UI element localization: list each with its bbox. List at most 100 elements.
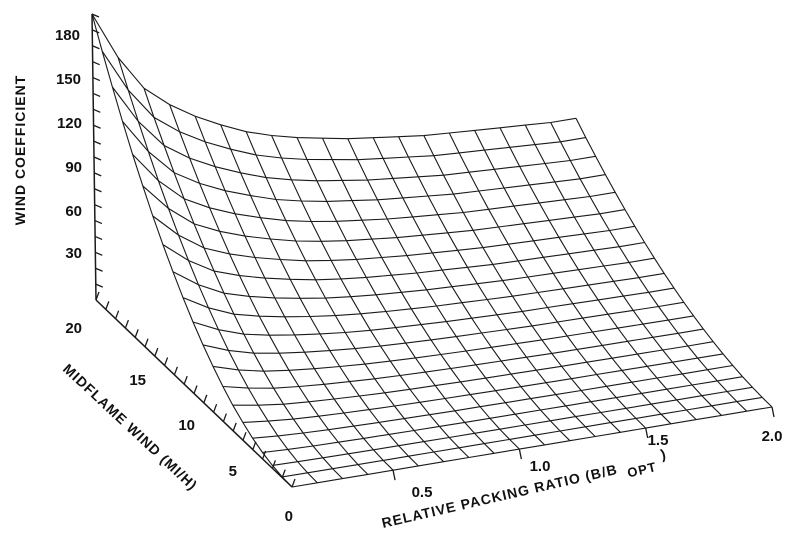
x-tick-mark (518, 448, 523, 460)
mesh-line-wind (212, 315, 694, 372)
mesh-line-wind (242, 353, 724, 423)
x-tick-mark (392, 470, 396, 481)
z-tick-mark (94, 235, 103, 241)
z-tick-label: 30 (65, 245, 82, 262)
z-tick-label: 120 (57, 115, 82, 132)
mesh-line-packing (245, 131, 444, 463)
mesh-line-packing (524, 124, 722, 416)
z-tick-mark (94, 188, 102, 193)
z-tick-mark (93, 156, 102, 161)
z-tick-mark (93, 108, 101, 113)
z-tick-mark (95, 283, 104, 288)
mesh-line-packing (372, 137, 571, 442)
y-tick-mark (232, 422, 237, 432)
y-tick-label: 0 (285, 508, 293, 525)
x-tick-mark (771, 406, 775, 418)
y-tick-mark (154, 347, 159, 357)
surface-mesh (91, 13, 773, 488)
mesh-line-packing (448, 132, 647, 429)
mesh-line-packing (91, 13, 293, 488)
y-tick-mark (281, 469, 286, 478)
mesh-line-packing (117, 57, 318, 484)
mesh-line-wind (272, 386, 753, 466)
z-tick-mark (93, 172, 102, 177)
y-tick-mark (203, 394, 208, 404)
mesh-line-packing (423, 135, 621, 433)
x-tick-label: 1.5 (648, 432, 669, 449)
z-tick-mark (91, 13, 100, 18)
mesh-line-packing (194, 116, 394, 471)
mesh-line-wind (122, 121, 606, 202)
y-tick-mark (95, 291, 100, 301)
mesh-line-wind (222, 328, 704, 389)
x-tick-mark (645, 427, 649, 439)
mesh-line-packing (271, 135, 470, 458)
z-tick-label: 150 (56, 71, 81, 88)
y-tick-mark (105, 301, 110, 310)
y-tick-label: 5 (229, 463, 237, 480)
mesh-line-packing (550, 122, 748, 412)
y-tick-mark (193, 385, 198, 394)
z-tick-mark (92, 76, 101, 82)
mesh-line-wind (252, 364, 733, 439)
mesh-line-wind (101, 50, 586, 161)
z-tick-label: 90 (65, 159, 82, 176)
y-tick-label: 10 (178, 417, 195, 434)
x-axis-title-sub: OPT (626, 459, 658, 480)
z-tick-mark (95, 251, 103, 256)
y-tick-mark (271, 460, 277, 469)
y-tick-mark (242, 432, 247, 441)
z-tick-mark (95, 267, 103, 272)
z-tick-mark (93, 124, 101, 129)
y-tick-mark (212, 403, 218, 413)
mesh-line-wind (111, 86, 596, 182)
z-tick-mark (92, 61, 100, 66)
mesh-line-wind (291, 406, 773, 488)
y-tick-mark (261, 450, 267, 460)
z-tick-label: 60 (65, 203, 82, 220)
mesh-line-packing (220, 124, 419, 467)
mesh-line-packing (296, 137, 495, 454)
mesh-line-wind (282, 396, 763, 478)
y-tick-mark (183, 375, 188, 385)
mesh-line-packing (474, 130, 672, 425)
mesh-line-wind (192, 287, 675, 336)
y-tick-label: 15 (129, 372, 146, 389)
z-tick-mark (94, 204, 102, 209)
x-tick-label: 0.5 (412, 484, 433, 501)
x-tick-label: 1.0 (530, 458, 551, 475)
y-tick-mark (114, 310, 120, 319)
z-tick-label: 180 (55, 27, 80, 44)
mesh-line-wind (132, 154, 616, 223)
mesh-line-wind (152, 215, 635, 262)
z-tick-mark (92, 92, 101, 98)
mesh-line-wind (91, 13, 577, 140)
mesh-line-packing (143, 88, 343, 479)
mesh-line-wind (162, 241, 645, 281)
y-tick-mark (222, 413, 228, 422)
mesh-line-packing (321, 137, 520, 450)
y-tick-mark (173, 366, 179, 376)
mesh-line-wind (142, 185, 626, 242)
y-tick-label: 20 (65, 320, 82, 337)
mesh-line-wind (182, 272, 665, 318)
mesh-line-packing (169, 104, 369, 475)
z-axis-title: WIND COEFFICIENT (12, 75, 28, 226)
x-tick-label: 2.0 (762, 428, 783, 445)
y-tick-mark (134, 329, 139, 338)
x-axis-title-close: ) (659, 446, 668, 463)
y-tick-mark (163, 357, 169, 366)
y-tick-mark (144, 338, 149, 347)
mesh-line-wind (262, 376, 743, 454)
mesh-line-wind (202, 301, 684, 354)
mesh-line-packing (499, 127, 697, 420)
z-tick-mark (94, 219, 103, 225)
y-tick-mark (291, 478, 296, 488)
tick-marks (91, 13, 775, 488)
mesh-line-packing (398, 136, 596, 437)
z-tick-mark (91, 29, 100, 34)
mesh-line-wind (232, 341, 714, 406)
z-tick-mark (93, 140, 102, 145)
z-tick-mark (92, 45, 100, 50)
